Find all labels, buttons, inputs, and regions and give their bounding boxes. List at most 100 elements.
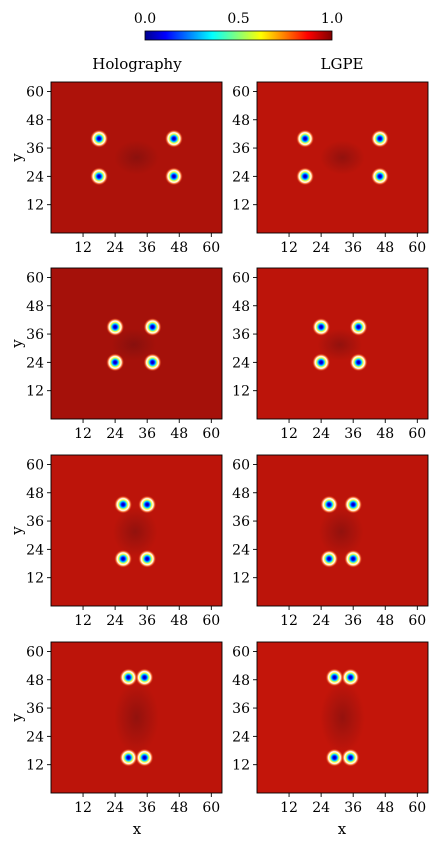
y-axis-label: y <box>8 153 26 163</box>
density-depletion <box>320 681 365 754</box>
panel-frame <box>50 267 223 420</box>
density-panel: 12 24 36 48 60 12 24 36 48 60 y <box>8 641 223 816</box>
y-tick-label: 24 <box>232 355 250 371</box>
y-tick-label: 48 <box>26 486 44 502</box>
density-panel: 12 24 36 48 60 12 24 36 48 60 <box>232 641 429 816</box>
x-tick-label: 24 <box>106 240 124 256</box>
vortex-core <box>114 549 133 568</box>
vortex-core <box>320 549 339 568</box>
y-tick-label: 60 <box>26 84 44 100</box>
x-tick-label: 48 <box>170 240 188 256</box>
y-tick-label: 24 <box>26 729 44 745</box>
x-tick-label: 48 <box>376 426 394 442</box>
y-tick-label: 24 <box>232 542 250 558</box>
vortex-core <box>312 317 331 336</box>
x-tick-label: 60 <box>202 240 220 256</box>
y-tick-label: 36 <box>232 701 250 717</box>
y-tick-label: 36 <box>26 327 44 343</box>
x-axis-label: x <box>133 820 142 838</box>
vortex-core <box>312 353 331 372</box>
y-tick-label: 48 <box>26 299 44 315</box>
y-tick-label: 60 <box>26 270 44 286</box>
colorbar-tick-label: 1.0 <box>321 11 343 27</box>
panel-frame <box>256 267 429 420</box>
x-axis-label: x <box>338 820 347 838</box>
density-depletion <box>112 507 158 557</box>
x-tick-label: 12 <box>280 800 298 816</box>
vortex-core <box>296 167 315 186</box>
x-tick-label: 36 <box>344 800 362 816</box>
y-tick-label: 24 <box>232 169 250 185</box>
colorbar-gradient <box>144 30 333 41</box>
vortex-core <box>143 317 162 336</box>
panel-frame <box>256 641 429 794</box>
vortex-core <box>349 317 368 336</box>
y-tick-label: 48 <box>232 299 250 315</box>
y-tick-label: 12 <box>232 571 250 587</box>
y-tick-label: 60 <box>232 84 250 100</box>
density-panel: 12 24 36 48 60 12 24 36 48 60 y <box>8 267 223 442</box>
x-tick-label: 12 <box>74 800 92 816</box>
vortex-core <box>296 129 315 148</box>
panel-frame <box>50 454 223 607</box>
vortex-core <box>106 317 125 336</box>
x-tick-label: 36 <box>344 426 362 442</box>
y-axis-label: y <box>8 526 26 536</box>
density-depletion <box>320 140 365 175</box>
y-tick-label: 24 <box>26 542 44 558</box>
column-title-lgpe: LGPE <box>321 55 364 73</box>
density-panel: 12 24 36 48 60 12 24 36 48 60 <box>232 81 429 256</box>
vortex-core <box>349 353 368 372</box>
density-panel: 12 24 36 48 60 12 24 36 48 60 <box>232 454 429 629</box>
y-tick-label: 48 <box>26 113 44 129</box>
y-tick-label: 60 <box>232 644 250 660</box>
x-tick-label: 36 <box>344 613 362 629</box>
vortex-core <box>114 495 133 514</box>
density-panel: 12 24 36 48 60 12 24 36 48 60 <box>232 267 429 442</box>
vortex-core <box>344 549 363 568</box>
y-tick-label: 36 <box>232 141 250 157</box>
x-tick-label: 12 <box>280 240 298 256</box>
x-tick-label: 12 <box>74 613 92 629</box>
vortex-core <box>164 167 183 186</box>
y-tick-label: 60 <box>26 644 44 660</box>
x-tick-label: 24 <box>312 426 330 442</box>
panel-frame <box>50 81 223 234</box>
x-tick-label: 48 <box>170 800 188 816</box>
x-tick-label: 12 <box>74 426 92 442</box>
x-tick-label: 60 <box>408 800 426 816</box>
y-tick-label: 36 <box>26 514 44 530</box>
vortex-core <box>320 495 339 514</box>
y-tick-label: 48 <box>26 673 44 689</box>
vortex-core <box>325 748 344 767</box>
density-depletion <box>317 328 363 361</box>
density-depletion <box>111 328 157 361</box>
x-tick-label: 24 <box>106 800 124 816</box>
vortex-core <box>119 668 138 687</box>
x-tick-label: 24 <box>312 613 330 629</box>
y-tick-label: 36 <box>232 327 250 343</box>
vortex-core <box>143 353 162 372</box>
y-tick-label: 48 <box>232 673 250 689</box>
vortex-core <box>370 167 389 186</box>
y-tick-label: 12 <box>232 758 250 774</box>
x-tick-label: 48 <box>170 426 188 442</box>
y-tick-label: 12 <box>232 198 250 214</box>
y-tick-label: 12 <box>232 384 250 400</box>
y-axis-label: y <box>8 713 26 723</box>
y-axis-label: y <box>8 339 26 349</box>
y-tick-label: 24 <box>232 729 250 745</box>
y-tick-label: 24 <box>26 355 44 371</box>
y-tick-label: 36 <box>232 514 250 530</box>
y-tick-label: 36 <box>26 141 44 157</box>
x-tick-label: 36 <box>344 240 362 256</box>
x-tick-label: 36 <box>138 426 156 442</box>
vortex-core <box>370 129 389 148</box>
vortex-core <box>135 748 154 767</box>
panel-frame <box>256 454 429 607</box>
vortex-core <box>138 549 157 568</box>
density-panel: 12 24 36 48 60 12 24 36 48 60 y <box>8 454 223 629</box>
y-tick-label: 12 <box>26 384 44 400</box>
colorbar-tick-label: 0.0 <box>134 11 156 27</box>
